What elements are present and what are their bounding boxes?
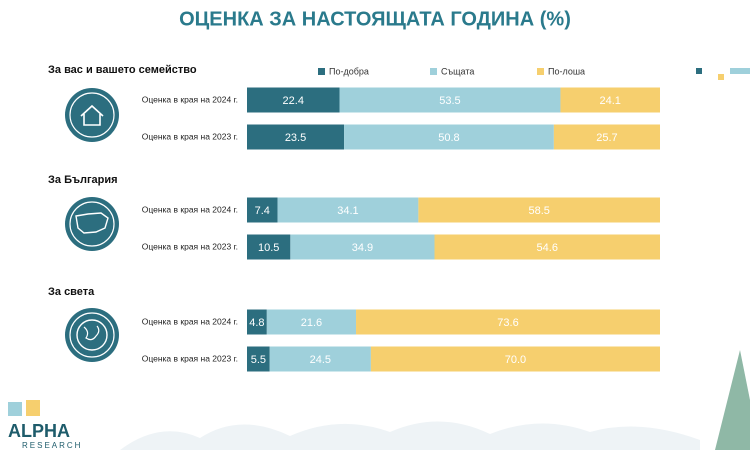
value-label: 24.5 <box>310 354 331 366</box>
row-label: Оценка в края на 2023 г. <box>142 131 238 141</box>
value-label: 73.6 <box>497 317 518 329</box>
bar-segment <box>247 124 345 150</box>
row-label: Оценка в края на 2024 г. <box>142 94 238 104</box>
value-label: 34.1 <box>337 205 358 217</box>
bar-segment <box>247 197 278 223</box>
decor <box>696 68 702 74</box>
bar-segment <box>418 197 660 223</box>
value-label: 4.8 <box>249 317 264 329</box>
group-title: За света <box>48 286 95 298</box>
legend-label: По-лоша <box>548 66 585 76</box>
row-label: Оценка в края на 2024 г. <box>142 204 238 214</box>
bar-segment <box>344 124 554 150</box>
logo: ALPHA <box>8 421 70 441</box>
bar-segment <box>434 234 660 260</box>
bar-segment <box>247 87 340 113</box>
bar-segment <box>356 309 660 335</box>
value-label: 34.9 <box>352 242 373 254</box>
icon-home <box>65 88 119 142</box>
decor <box>718 74 724 80</box>
value-label: 10.5 <box>258 242 279 254</box>
bar-segment <box>290 234 435 260</box>
bar-segment <box>553 124 660 150</box>
group-title: За България <box>48 174 118 186</box>
row-label: Оценка в края на 2024 г. <box>142 316 238 326</box>
value-label: 70.0 <box>505 354 526 366</box>
value-label: 50.8 <box>438 132 459 144</box>
icon-bulgaria <box>65 197 119 251</box>
value-label: 7.4 <box>255 205 270 217</box>
value-label: 25.7 <box>596 132 617 144</box>
bar-segment <box>339 87 561 113</box>
chart-title: ОЦЕНКА ЗА НАСТОЯЩАТА ГОДИНА (%) <box>179 8 571 30</box>
logo-sub: RESEARCH <box>22 441 82 450</box>
decor <box>730 68 750 74</box>
bar-segment <box>247 346 270 372</box>
value-label: 21.6 <box>301 317 322 329</box>
bar-segment <box>277 197 419 223</box>
value-label: 58.5 <box>528 205 549 217</box>
legend-label: По-добра <box>329 66 369 76</box>
legend-swatch <box>430 68 437 75</box>
row-label: Оценка в края на 2023 г. <box>142 241 238 251</box>
legend-swatch <box>318 68 325 75</box>
gift <box>8 402 22 416</box>
value-label: 54.6 <box>537 242 558 254</box>
bar-segment <box>247 234 291 260</box>
bar-segment <box>269 346 371 372</box>
value-label: 5.5 <box>251 354 266 366</box>
gift <box>26 400 40 416</box>
bar-segment <box>266 309 357 335</box>
row-label: Оценка в края на 2023 г. <box>142 353 238 363</box>
tree <box>715 350 750 450</box>
value-label: 23.5 <box>285 132 306 144</box>
value-label: 24.1 <box>600 95 621 107</box>
icon-globe <box>65 308 119 362</box>
bar-segment <box>370 346 660 372</box>
legend-swatch <box>537 68 544 75</box>
legend-label: Същата <box>441 66 474 76</box>
bar-segment <box>247 309 267 335</box>
value-label: 22.4 <box>283 95 304 107</box>
snow <box>120 421 700 450</box>
bar-segment <box>560 87 660 113</box>
group-title: За вас и вашето семейство <box>48 64 197 76</box>
value-label: 53.5 <box>439 95 460 107</box>
